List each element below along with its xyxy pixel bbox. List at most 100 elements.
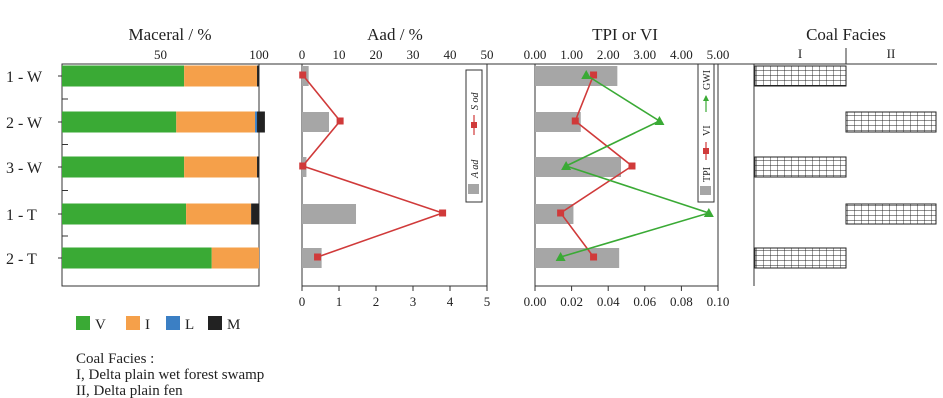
maceral-bar-segment	[62, 156, 185, 178]
maceral-bar-segment	[251, 203, 259, 225]
facies-block	[845, 111, 937, 133]
tpi-gwi-marker	[654, 116, 665, 125]
aad-title: Aad / %	[367, 25, 423, 44]
tpi-bottom-tick-label: 0.02	[560, 294, 583, 309]
tpi-top-tick-label: 4.00	[670, 47, 693, 62]
tpi-bar	[535, 66, 618, 86]
tpi-point-marker	[590, 71, 598, 79]
legend-swatch-m	[208, 316, 222, 330]
aad-legend-line-label: S od	[470, 92, 481, 111]
maceral-bar-segment	[257, 65, 259, 87]
aad-bottom-tick-label: 2	[373, 294, 380, 309]
tpi-bottom-tick-label: 0.06	[633, 294, 656, 309]
legend-swatch-i	[126, 316, 140, 330]
maceral-bar-segment	[184, 65, 258, 87]
facies-title: Coal Facies	[806, 25, 886, 44]
maceral-bar-segment	[184, 156, 258, 178]
aad-legend-box	[465, 69, 483, 203]
aad-top-tick-label: 20	[370, 47, 383, 62]
aad-point-marker	[299, 162, 307, 170]
aad-bar	[302, 204, 357, 224]
aad-bottom-tick-label: 3	[410, 294, 417, 309]
aad-top-tick-label: 30	[407, 47, 420, 62]
maceral-bar-segment	[257, 156, 259, 178]
tpi-top-tick-label: 3.00	[633, 47, 656, 62]
tpi-point-marker	[628, 162, 636, 170]
row-label: 2 - T	[6, 251, 37, 268]
tpi-legend-box	[697, 63, 715, 203]
maceral-bar-segment	[257, 111, 265, 133]
tpi-bar	[535, 248, 620, 268]
maceral-bar-segment	[62, 203, 187, 225]
facies-block	[754, 156, 847, 178]
tpi-legend-gwi-label: GWI	[702, 70, 713, 90]
maceral-title: Maceral / %	[128, 25, 211, 44]
aad-point-marker	[336, 117, 344, 125]
tpi-panel: TPI or VI 0.00 1.00 2.00 3.00 4.00 5.00 0.00 0.…	[524, 25, 730, 309]
aad-legend-marker	[471, 122, 477, 128]
aad-top-tick-label: 10	[333, 47, 346, 62]
tpi-point-marker	[590, 253, 598, 261]
facies-block	[754, 65, 847, 87]
legend-label-i: I	[145, 317, 150, 333]
tpi-bar	[535, 204, 574, 224]
maceral-bar-segment	[186, 203, 252, 225]
maceral-bar-segment	[176, 111, 256, 133]
tpi-bottom-tick-label: 0.10	[707, 294, 730, 309]
aad-legend-bar-swatch	[468, 184, 479, 194]
facies-note-i: I, Delta plain wet forest swamp	[76, 367, 264, 383]
tpi-bar	[535, 157, 622, 177]
maceral-bar-segment	[62, 247, 212, 269]
aad-legend: A ad S od	[465, 69, 483, 203]
legend-label-v: V	[95, 317, 106, 333]
facies-note-heading: Coal Facies :	[76, 351, 154, 367]
aad-point-marker	[299, 71, 307, 79]
tpi-top-tick-label: 1.00	[560, 47, 583, 62]
tpi-bottom-tick-label: 0.04	[597, 294, 620, 309]
tpi-legend-bar-swatch	[700, 186, 711, 195]
maceral-tick-label: 50	[154, 47, 167, 62]
aad-top-tick-label: 50	[481, 47, 494, 62]
maceral-bar-segment	[62, 111, 177, 133]
aad-bottom-tick-label: 0	[299, 294, 306, 309]
facies-block	[845, 203, 937, 225]
aad-bar	[302, 112, 330, 132]
tpi-point-marker	[557, 209, 565, 217]
aad-point-marker	[439, 209, 447, 217]
legend-swatch-v	[76, 316, 90, 330]
aad-s-od-line	[301, 74, 446, 258]
facies-panel: Coal Facies I II	[753, 25, 937, 286]
legend-label-l: L	[185, 317, 194, 333]
tpi-legend-gwi-marker	[703, 95, 709, 101]
maceral-bar-segment	[62, 65, 185, 87]
tpi-bar	[535, 112, 581, 132]
aad-top-tick-label: 40	[444, 47, 457, 62]
maceral-bar-segment	[211, 247, 259, 269]
maceral-bar-segment	[255, 111, 258, 133]
aad-panel: Aad / % 0 10 20 30 40 50 0 1 2 3 4 5 A ad S od	[299, 25, 494, 309]
tpi-gwi-marker	[703, 208, 714, 217]
tpi-legend-vi-marker	[703, 148, 709, 154]
row-label: 3 - W	[6, 160, 43, 177]
tpi-point-marker	[571, 117, 579, 125]
tpi-legend-vi-label: VI	[702, 125, 713, 136]
aad-bottom-tick-label: 4	[447, 294, 454, 309]
legend-label-m: M	[227, 317, 240, 333]
aad-point-marker	[314, 253, 322, 261]
tpi-bottom-tick-label: 0.00	[524, 294, 547, 309]
legend-swatch-l	[166, 316, 180, 330]
facies-col-ii: II	[887, 46, 896, 61]
maceral-panel: Maceral / % 50 100 1 - W 2 - W 3 - W 1 - T 2 …	[6, 25, 269, 287]
row-label: 2 - W	[6, 115, 43, 132]
aad-legend-bar-label: A ad	[470, 159, 481, 179]
facies-block	[754, 247, 847, 269]
tpi-top-tick-label: 2.00	[597, 47, 620, 62]
tpi-gwi-marker	[581, 70, 592, 79]
row-label: 1 - T	[6, 207, 37, 224]
tpi-bottom-tick-label: 0.08	[670, 294, 693, 309]
tpi-legend-bar-label: TPI	[702, 167, 713, 182]
facies-note-ii: II, Delta plain fen	[76, 383, 183, 398]
aad-bar	[302, 248, 322, 268]
